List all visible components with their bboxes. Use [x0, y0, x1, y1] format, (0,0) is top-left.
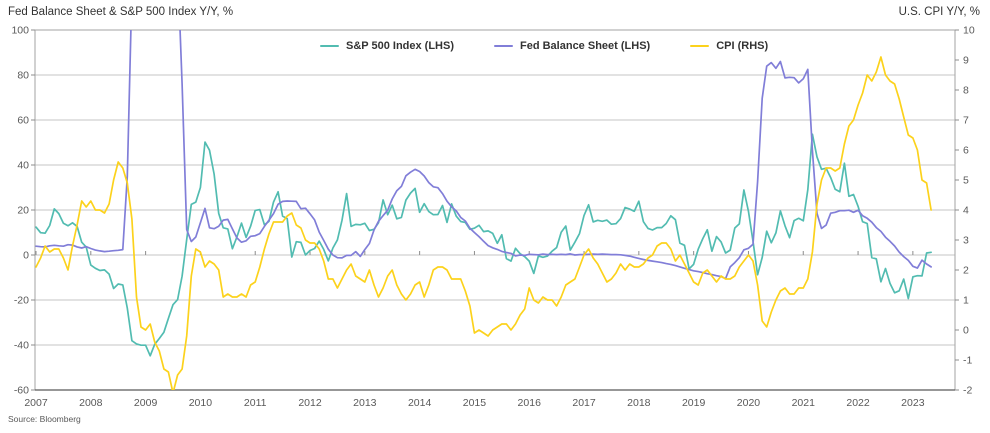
svg-text:2014: 2014: [408, 397, 432, 409]
svg-text:2017: 2017: [572, 397, 596, 409]
svg-text:2010: 2010: [189, 397, 213, 409]
svg-text:8: 8: [963, 85, 969, 97]
svg-text:2007: 2007: [24, 397, 48, 409]
svg-text:2: 2: [963, 265, 969, 277]
svg-text:10: 10: [963, 25, 975, 37]
legend-item-sp500: S&P 500 Index (LHS): [320, 40, 454, 52]
chart-legend: S&P 500 Index (LHS) Fed Balance Sheet (L…: [320, 40, 768, 52]
svg-text:4: 4: [963, 205, 969, 217]
svg-text:2018: 2018: [627, 397, 651, 409]
svg-text:2023: 2023: [901, 397, 925, 409]
legend-swatch-cpi: [690, 44, 710, 48]
svg-text:3: 3: [963, 235, 969, 247]
svg-text:2019: 2019: [682, 397, 706, 409]
svg-text:2015: 2015: [463, 397, 487, 409]
legend-label-fed-balance-sheet: Fed Balance Sheet (LHS): [520, 40, 651, 52]
legend-swatch-fed-balance-sheet: [494, 44, 513, 48]
svg-text:2013: 2013: [353, 397, 377, 409]
legend-swatch-sp500: [320, 44, 339, 48]
svg-text:2020: 2020: [737, 397, 761, 409]
svg-text:2009: 2009: [134, 397, 158, 409]
legend-item-cpi: CPI (RHS): [690, 40, 768, 52]
legend-label-sp500: S&P 500 Index (LHS): [346, 40, 454, 52]
svg-text:-20: -20: [14, 295, 29, 307]
svg-text:20: 20: [17, 205, 29, 217]
svg-text:60: 60: [17, 115, 29, 127]
svg-text:2008: 2008: [79, 397, 103, 409]
legend-label-cpi: CPI (RHS): [716, 40, 769, 52]
svg-text:0: 0: [963, 325, 969, 337]
svg-text:40: 40: [17, 160, 29, 172]
svg-text:-1: -1: [963, 355, 972, 367]
svg-text:-60: -60: [14, 385, 29, 397]
svg-text:7: 7: [963, 115, 969, 127]
svg-text:100: 100: [11, 25, 29, 37]
svg-text:-2: -2: [963, 385, 972, 397]
svg-text:2012: 2012: [298, 397, 322, 409]
svg-text:-40: -40: [14, 340, 29, 352]
svg-text:2011: 2011: [244, 397, 267, 409]
svg-text:2021: 2021: [792, 397, 816, 409]
svg-text:2016: 2016: [518, 397, 542, 409]
legend-item-fed-balance-sheet: Fed Balance Sheet (LHS): [494, 40, 650, 52]
svg-text:9: 9: [963, 55, 969, 67]
svg-text:6: 6: [963, 145, 969, 157]
right-axis-title: U.S. CPI Y/Y, %: [898, 6, 980, 18]
svg-text:0: 0: [23, 250, 29, 262]
svg-text:80: 80: [17, 70, 29, 82]
source-note: Source: Bloomberg: [8, 414, 81, 424]
svg-text:2022: 2022: [846, 397, 870, 409]
svg-text:5: 5: [963, 175, 969, 187]
left-axis-title: Fed Balance Sheet & S&P 500 Index Y/Y, %: [8, 6, 234, 18]
svg-text:1: 1: [963, 295, 969, 307]
